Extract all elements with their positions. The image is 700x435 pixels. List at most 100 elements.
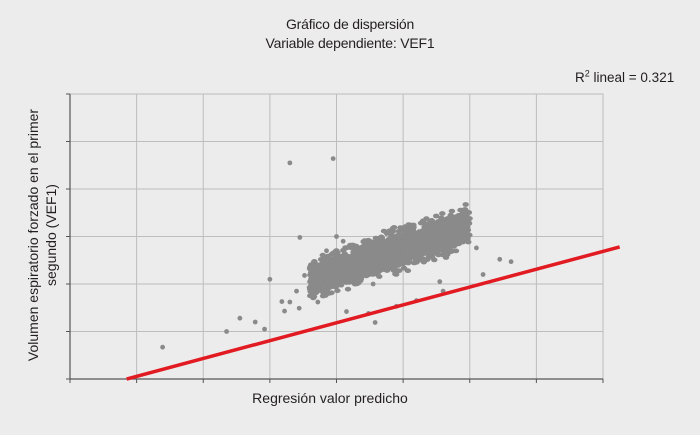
cloud-point (379, 247, 386, 253)
cloud-point (364, 262, 372, 268)
data-point (297, 235, 303, 240)
cloud-point (444, 226, 451, 232)
cloud-point (381, 239, 388, 245)
data-point (315, 299, 321, 305)
data-point (294, 288, 299, 294)
cloud-point (433, 213, 440, 219)
cloud-point (459, 218, 467, 224)
cloud-point (330, 284, 338, 289)
cloud-point (421, 221, 428, 227)
data-point (324, 248, 329, 254)
cloud-point (348, 261, 356, 267)
data-point (310, 292, 316, 297)
cloud-point (386, 250, 394, 256)
cloud-point (429, 251, 436, 257)
r-squared-annotation: R2 lineal = 0.321 (575, 68, 675, 85)
data-point (344, 309, 349, 314)
cloud-point (393, 240, 400, 246)
cloud-point (463, 212, 470, 218)
cloud-point (374, 258, 381, 264)
data-point (457, 231, 463, 237)
data-point (296, 305, 302, 311)
cloud-point (379, 260, 386, 266)
cloud-point (373, 241, 381, 247)
cloud-point (456, 239, 463, 244)
cloud-point (331, 277, 338, 282)
cloud-point (438, 243, 446, 249)
cloud-point (372, 253, 379, 259)
data-point (262, 326, 267, 332)
data-point (436, 236, 441, 241)
cloud-point (428, 221, 436, 227)
cloud-point (395, 233, 402, 238)
cloud-point (311, 259, 318, 264)
cloud-point (325, 281, 332, 287)
data-point (474, 245, 479, 251)
cloud-point (396, 268, 403, 274)
cloud-point (376, 274, 383, 279)
cloud-point (307, 279, 314, 285)
cloud-point (432, 225, 439, 230)
cloud-point (344, 276, 352, 282)
cloud-point (341, 251, 348, 257)
x-axis-label: Regresión valor predicho (252, 390, 408, 406)
cloud-point (360, 239, 367, 245)
data-point (160, 344, 166, 350)
cloud-point (441, 238, 448, 244)
data-point (480, 272, 486, 277)
cloud-point (352, 265, 360, 271)
cloud-point (314, 271, 321, 276)
cloud-point (362, 255, 369, 261)
data-point (372, 320, 378, 325)
cloud-point (431, 257, 438, 263)
point-cloud (306, 202, 473, 301)
cloud-point (418, 243, 426, 248)
r-squared-value: lineal = 0.321 (589, 70, 675, 85)
cloud-point (431, 237, 438, 242)
cloud-point (381, 243, 388, 248)
cloud-point (462, 202, 469, 207)
cloud-point (307, 267, 314, 272)
cloud-point (461, 235, 469, 240)
cloud-point (447, 214, 454, 220)
cloud-point (334, 288, 341, 294)
cloud-point (377, 252, 384, 257)
cloud-point (325, 262, 332, 268)
cloud-point (425, 225, 432, 231)
cloud-point (400, 232, 407, 238)
data-point (340, 238, 346, 244)
cloud-point (407, 233, 414, 238)
cloud-point (310, 273, 317, 279)
cloud-point (353, 254, 360, 259)
cloud-point (344, 258, 351, 263)
cloud-point (333, 266, 340, 272)
cloud-point (393, 249, 400, 254)
r-squared-prefix: R (575, 70, 585, 85)
data-point (252, 319, 258, 325)
cloud-point (366, 247, 374, 253)
data-point (302, 273, 307, 278)
cloud-point (359, 251, 367, 256)
cloud-point (449, 238, 456, 244)
cloud-point (311, 263, 318, 269)
cloud-point (311, 277, 319, 283)
data-point (282, 308, 287, 314)
data-point (508, 259, 514, 265)
cloud-point (405, 222, 412, 228)
cloud-point (434, 230, 442, 235)
data-point (237, 315, 243, 321)
regression-line (126, 245, 621, 381)
cloud-point (390, 263, 397, 269)
cloud-point (448, 208, 456, 214)
cloud-point (373, 265, 380, 270)
cloud-point (357, 276, 365, 282)
cloud-point (417, 247, 425, 253)
r-squared-superscript: 2 (584, 68, 590, 79)
data-point (224, 329, 229, 334)
cloud-point (457, 207, 464, 213)
cloud-point (372, 235, 380, 241)
cloud-point (390, 267, 397, 273)
cloud-point (339, 267, 346, 272)
cloud-point (354, 249, 362, 255)
cloud-point (416, 229, 423, 235)
